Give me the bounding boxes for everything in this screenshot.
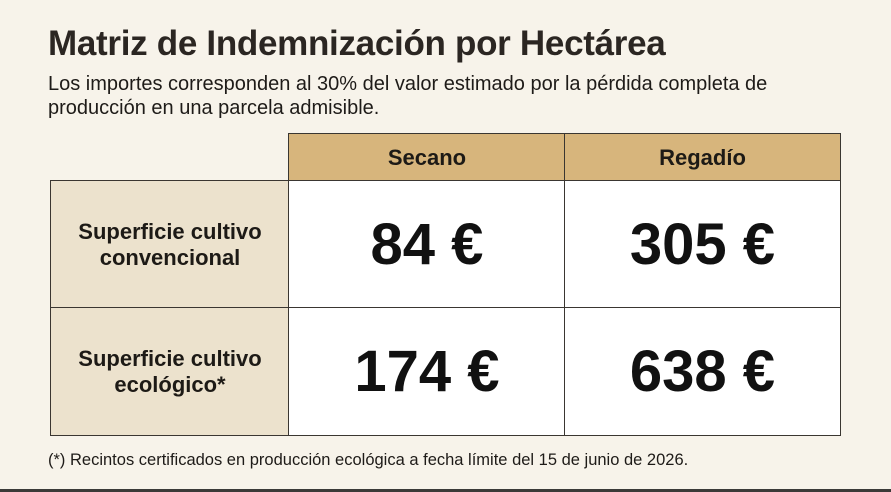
column-header: Secano <box>288 133 566 182</box>
footnote: (*) Recintos certificados en producción … <box>48 451 689 469</box>
subtitle: Los importes corresponden al 30% del val… <box>48 73 768 119</box>
value-cell: 174 € <box>288 307 566 436</box>
value-cell: 84 € <box>288 180 566 309</box>
value-cell: 305 € <box>564 180 841 309</box>
row-label: Superficie cultivo convencional <box>50 180 290 309</box>
value-cell: 638 € <box>564 307 841 436</box>
column-header: Regadío <box>564 133 841 182</box>
title: Matriz de Indemnización por Hectárea <box>48 24 666 63</box>
row-label: Superficie cultivo ecológico* <box>50 307 290 436</box>
